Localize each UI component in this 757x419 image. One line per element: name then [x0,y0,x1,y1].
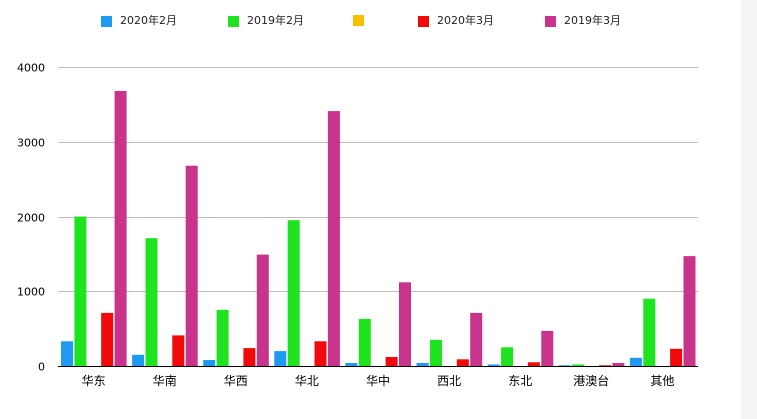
bar-s3-c8[interactable] [670,348,683,366]
legend-item-2019-mar[interactable]: 2019年3月 [545,15,621,27]
legend-label: 2020年3月 [437,14,494,27]
legend-swatch [101,15,112,27]
x-tick-label: 其他 [650,374,674,388]
legend-swatch [228,15,239,27]
bar-s1-c5[interactable] [430,339,442,366]
y-tick-label: 1000 [17,286,45,299]
bar-s0-c1[interactable] [132,354,145,366]
bar-s4-c8[interactable] [683,256,696,366]
x-tick-label: 华东 [82,374,106,388]
bar-s4-c5[interactable] [470,312,483,366]
bar-s4-c4[interactable] [399,282,411,366]
bar-s4-c1[interactable] [185,165,198,366]
x-tick-label: 华中 [366,373,390,388]
y-tick-label: 2000 [17,212,45,225]
bar-s0-c5[interactable] [416,363,429,366]
right-panel-edge [741,0,757,419]
bar-s4-c2[interactable] [256,254,269,366]
bar-s3-c1[interactable] [172,335,185,366]
legend: 2020年2月 2019年2月 2020年3月 2019年3月 [0,0,740,40]
legend-item-unlabeled[interactable] [353,14,364,26]
x-tick-label: 西北 [437,374,461,388]
bar-s0-c6[interactable] [487,364,500,367]
bar-s3-c3[interactable] [314,341,327,366]
bar-s0-c2[interactable] [203,360,216,366]
legend-item-2020-feb[interactable]: 2020年2月 [101,15,177,27]
bar-s3-c6[interactable] [527,362,540,366]
legend-label: 2019年3月 [564,14,621,27]
bar-s1-c3[interactable] [287,220,300,366]
bar-s0-c8[interactable] [629,357,642,366]
bar-s0-c3[interactable] [274,351,287,366]
bar-s1-c1[interactable] [145,238,158,366]
bar-s1-c8[interactable] [643,298,656,366]
bar-s3-c0[interactable] [101,312,114,366]
x-tick-label: 华南 [153,373,177,388]
bar-s0-c0[interactable] [61,341,73,366]
bar-s0-c7[interactable] [558,365,571,366]
x-tick-label: 华北 [295,374,319,388]
y-tick-label: 4000 [17,62,45,75]
legend-swatch [545,15,556,27]
bar-s0-c4[interactable] [345,363,358,366]
bar-s1-c4[interactable] [358,318,371,366]
legend-label: 2020年2月 [120,14,177,27]
legend-swatch [353,14,364,26]
legend-item-2019-feb[interactable]: 2019年2月 [228,15,304,27]
x-tick-label: 港澳台 [573,373,609,388]
bar-s1-c2[interactable] [216,309,229,366]
y-tick-label: 3000 [17,137,45,150]
y-tick-label: 0 [38,361,45,374]
bar-s1-c0[interactable] [74,216,87,367]
x-tick-label: 东北 [508,374,532,388]
legend-label: 2019年2月 [247,14,304,27]
bar-s3-c7[interactable] [599,365,611,366]
bar-s4-c7[interactable] [612,363,625,366]
bar-s4-c3[interactable] [327,111,340,366]
bar-s3-c5[interactable] [456,359,469,366]
x-tick-label: 华西 [224,374,248,388]
legend-swatch [418,15,429,27]
bar-s3-c2[interactable] [243,348,256,366]
bar-s3-c4[interactable] [385,357,398,366]
bar-s4-c6[interactable] [541,330,554,366]
bar-s4-c0[interactable] [114,90,127,367]
bar-s1-c7[interactable] [572,364,585,367]
bar-s1-c6[interactable] [501,347,514,366]
legend-item-2020-mar[interactable]: 2020年3月 [418,15,494,27]
